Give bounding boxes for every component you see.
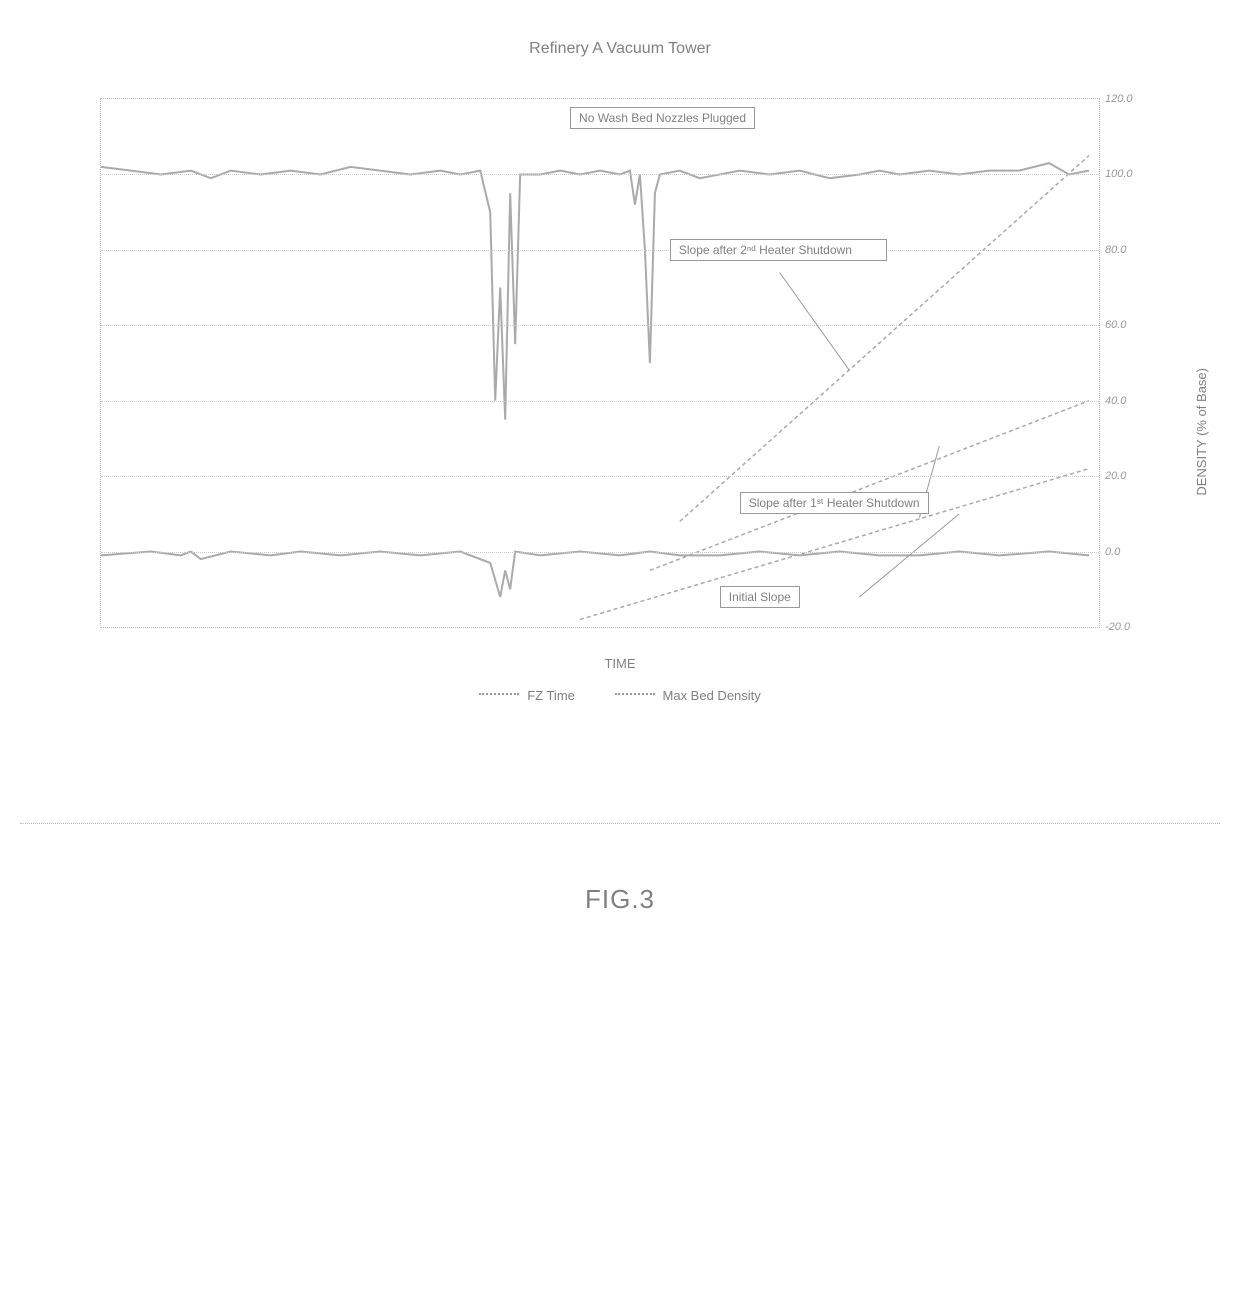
figure-caption: FIG.3 [20,884,1220,915]
y-tick-label: 120.0 [1105,93,1149,105]
max_bed_density-line [101,552,1089,597]
annotation-slope-1st: Slope after 1ˢᵗ Heater Shutdown [740,492,929,514]
y-tick-label: 100.0 [1105,168,1149,180]
legend-swatch [615,693,655,697]
chart-area: -20.0 0.0 20.0 40.0 60.0 80.0 100.0 120.0 No Was… [80,88,1160,648]
y-tick-label: 40.0 [1105,395,1149,407]
y-tick-label: 20.0 [1105,470,1149,482]
y-tick-label: -20.0 [1105,621,1149,633]
legend-item: FZ Time [479,688,575,703]
after_2nd-trend [680,156,1089,522]
fz_time-line [101,163,1089,419]
legend-label: Max Bed Density [663,688,761,703]
divider [20,823,1220,824]
annotation-initial-slope: Initial Slope [720,586,800,608]
legend-label: FZ Time [527,688,575,703]
legend-swatch [479,693,519,697]
plot-area: -20.00.020.040.060.080.0100.0120.0No Was… [100,98,1100,628]
y-tick-label: 80.0 [1105,244,1149,256]
annotation-slope-2nd: Slope after 2ⁿᵈ Heater Shutdown [670,239,888,261]
y-tick-label: 60.0 [1105,319,1149,331]
y-axis-label: DENSITY (% of Base) [1195,368,1210,496]
legend-item: Max Bed Density [615,688,761,703]
legend: FZ Time Max Bed Density [20,685,1220,703]
x-axis-label: TIME [20,656,1220,671]
chart-title: Refinery A Vacuum Tower [20,40,1220,58]
y-tick-label: 0.0 [1105,546,1149,558]
annotation-no-wash: No Wash Bed Nozzles Plugged [570,107,755,129]
after_1st-trend [650,401,1089,571]
